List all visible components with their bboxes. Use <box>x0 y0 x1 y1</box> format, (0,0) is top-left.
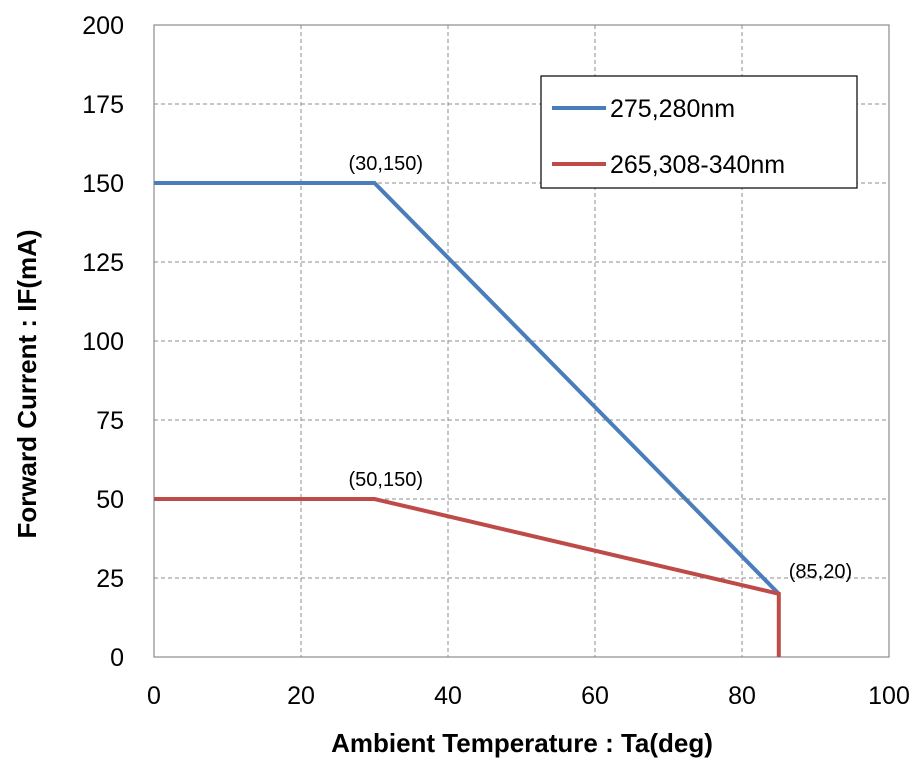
y-tick-label: 125 <box>82 249 124 277</box>
annotations: (30,150) (50,150) (85,20) <box>349 153 853 583</box>
x-tick-label: 20 <box>287 682 315 710</box>
x-tick-label: 100 <box>868 682 910 710</box>
y-tick-label: 25 <box>96 565 124 593</box>
y-tick-label: 150 <box>82 170 124 198</box>
y-tick-label: 100 <box>82 328 124 356</box>
annotation-label: (50,150) <box>349 469 424 491</box>
series-line-1 <box>154 183 779 594</box>
y-tick-label: 75 <box>96 407 124 435</box>
legend: 275,280nm 265,308-340nm <box>541 76 857 188</box>
y-tick-label: 175 <box>82 91 124 119</box>
x-axis-title: Ambient Temperature : Ta(deg) <box>331 728 713 758</box>
y-tick-label: 50 <box>96 486 124 514</box>
legend-label: 275,280nm <box>610 95 735 123</box>
x-tick-label: 40 <box>434 682 462 710</box>
annotation-label: (85,20) <box>789 561 852 583</box>
x-tick-label: 80 <box>728 682 756 710</box>
y-tick-label: 0 <box>110 644 124 672</box>
y-tick-label: 200 <box>82 12 124 40</box>
legend-label: 265,308-340nm <box>610 151 785 179</box>
x-tick-label: 60 <box>581 682 609 710</box>
x-tick-label: 0 <box>147 682 161 710</box>
y-axis-title: Forward Current : IF(mA) <box>12 229 42 538</box>
annotation-label: (30,150) <box>349 153 424 175</box>
